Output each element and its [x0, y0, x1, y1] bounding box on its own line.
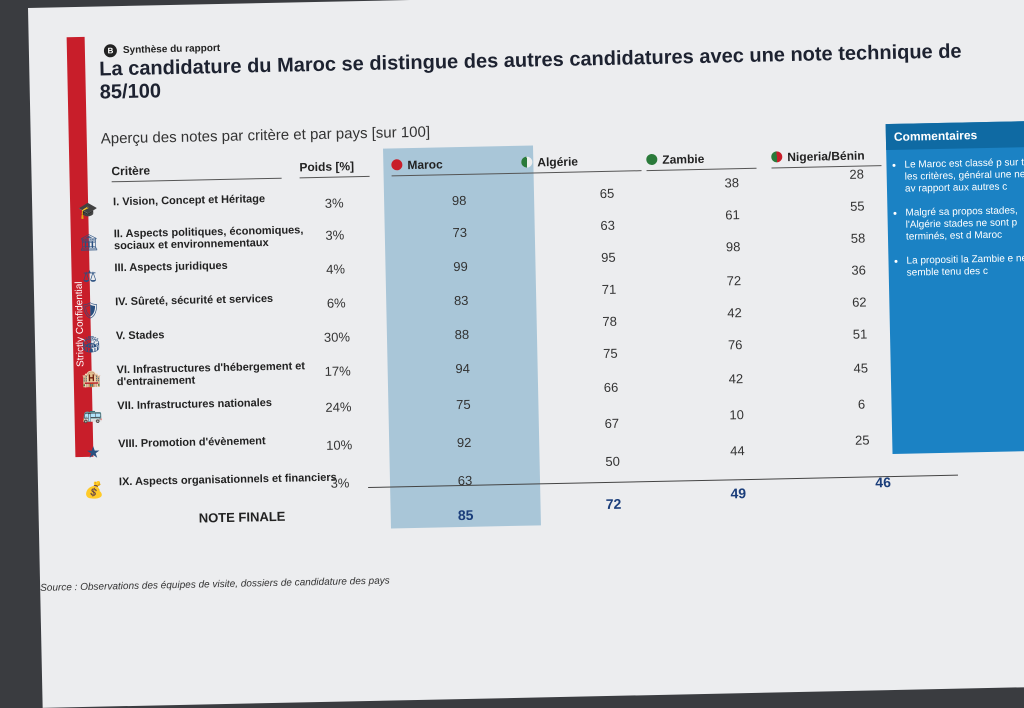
- algerie-score: 63: [600, 217, 616, 234]
- zambie-score: 98: [725, 239, 741, 255]
- criterion-label: II. Aspects politiques, économiques, soc…: [113, 224, 304, 253]
- weight-value: 24%: [325, 399, 352, 415]
- zambie-score: 44: [730, 443, 745, 459]
- nigeria-score: 55: [849, 198, 865, 214]
- nigeria-score: 6: [857, 396, 866, 412]
- algerie-score: 75: [602, 345, 618, 362]
- criterion-icon: 🎓: [78, 202, 99, 220]
- algerie-score: 66: [603, 379, 619, 396]
- weight-value: 4%: [325, 261, 346, 277]
- header-maroc: Maroc: [391, 155, 522, 177]
- comment-item: Malgré sa propos stades, l'Algérie stade…: [905, 205, 1024, 244]
- header-maroc-label: Maroc: [407, 157, 443, 173]
- criterion-icon: 🏛: [78, 234, 100, 252]
- header-zambie: Zambie: [646, 150, 757, 172]
- criterion-label: VI. Infrastructures d'hébergement et d'e…: [116, 360, 306, 389]
- criterion-label: VIII. Promotion d'évènement: [118, 435, 266, 451]
- criterion-icon: ⚖: [82, 268, 98, 286]
- header-algerie: Algérie: [521, 153, 642, 174]
- maroc-score: 99: [453, 258, 468, 275]
- criterion-label: IX. Aspects organisationnels et financie…: [118, 471, 337, 489]
- algerie-score: 65: [599, 185, 615, 202]
- zambie-score: 10: [729, 407, 745, 423]
- algerie-score: 78: [602, 313, 618, 330]
- header-critere: Critère: [111, 160, 282, 183]
- zambie-score: 38: [724, 175, 740, 191]
- header-zambie-label: Zambie: [662, 151, 705, 167]
- section-label: B Synthèse du rapport: [103, 42, 221, 58]
- header-poids: Poids [%]: [299, 158, 370, 179]
- report-page: Strictly Confidential B Synthèse du rapp…: [28, 0, 1024, 708]
- maroc-score: 73: [452, 224, 468, 241]
- criterion-icon: 🛡: [80, 302, 101, 320]
- nigeria-score: 58: [850, 230, 866, 246]
- algerie-score: 50: [605, 453, 621, 470]
- table-subtitle: Aperçu des notes par critère et par pays…: [100, 123, 431, 148]
- criterion-icon: 🏨: [81, 370, 102, 388]
- nigeria-score: 36: [851, 262, 867, 278]
- maroc-score: 75: [456, 396, 471, 413]
- zambia-flag-icon: [646, 153, 658, 166]
- zambie-score: 76: [727, 337, 743, 353]
- section-number: B: [103, 44, 118, 58]
- source-note: Source : Observations des équipes de vis…: [40, 575, 390, 594]
- zambie-score: 72: [726, 273, 742, 289]
- nigeria-score: 45: [853, 360, 869, 376]
- nigeria-score: 25: [854, 432, 870, 448]
- final-zambie: 49: [730, 485, 747, 502]
- weight-value: 17%: [324, 363, 351, 379]
- maroc-score: 88: [454, 326, 470, 343]
- zambie-score: 61: [725, 207, 740, 223]
- weight-value: 3%: [325, 227, 345, 243]
- algeria-flag-icon: [521, 156, 533, 168]
- nigeria-score: 62: [851, 294, 867, 310]
- weight-value: 10%: [326, 437, 353, 453]
- criterion-icon: 🚌: [82, 406, 103, 424]
- criterion-icon: 🏟: [80, 336, 102, 354]
- final-nigeria: 46: [875, 474, 892, 491]
- nigeria-score: 28: [849, 166, 865, 182]
- comments-panel: Commentaires Le Maroc est classé p sur t…: [885, 120, 1024, 454]
- algerie-score: 71: [601, 281, 617, 298]
- maroc-score: 98: [451, 192, 467, 209]
- criterion-label: VII. Infrastructures nationales: [117, 396, 273, 413]
- section-text: Synthèse du rapport: [122, 42, 221, 57]
- weight-value: 3%: [324, 195, 344, 211]
- comment-item: La propositi la Zambie e ne semble tenu …: [906, 253, 1024, 280]
- morocco-flag-icon: [391, 159, 403, 171]
- criterion-label: I. Vision, Concept et Héritage: [112, 193, 266, 209]
- algerie-score: 67: [604, 415, 620, 432]
- weight-value: 6%: [326, 295, 346, 311]
- nigeria-benin-flag-icon: [771, 151, 783, 163]
- zambie-score: 42: [727, 305, 742, 321]
- final-algerie: 72: [605, 495, 622, 513]
- final-label: NOTE FINALE: [198, 508, 286, 526]
- maroc-score: 83: [453, 292, 469, 309]
- criterion-icon: 💰: [83, 482, 105, 500]
- maroc-score: 94: [455, 360, 471, 377]
- weight-value: 3%: [330, 475, 350, 491]
- nigeria-score: 51: [852, 326, 868, 342]
- page-title: La candidature du Maroc se distingue des…: [99, 40, 962, 104]
- header-algerie-label: Algérie: [537, 154, 579, 170]
- comments-header: Commentaires: [885, 120, 1024, 151]
- criterion-icon: ★: [85, 444, 101, 462]
- maroc-score: 92: [456, 434, 472, 451]
- algerie-score: 95: [600, 249, 616, 266]
- weight-value: 30%: [323, 329, 351, 345]
- zambie-score: 42: [728, 371, 744, 387]
- header-nigeria-label: Nigeria/Bénin: [787, 148, 865, 165]
- final-maroc: 85: [457, 506, 474, 524]
- header-nigeria: Nigeria/Bénin: [771, 148, 882, 169]
- comment-item: Le Maroc est classé p sur tous les critè…: [904, 157, 1024, 196]
